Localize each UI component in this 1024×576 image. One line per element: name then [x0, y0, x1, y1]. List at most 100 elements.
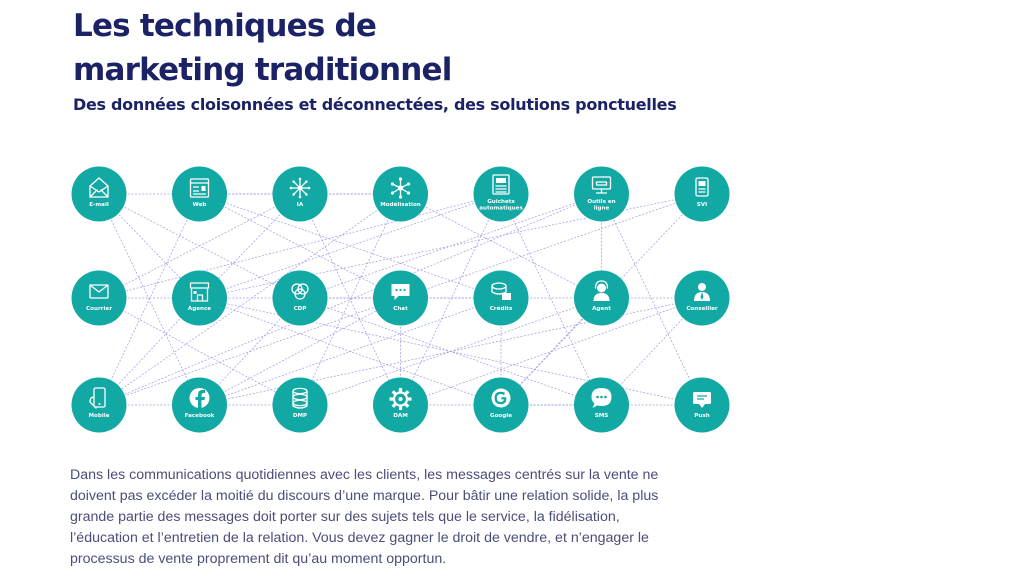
- node-label: Outils en: [587, 199, 615, 205]
- connector-line-outils-push: [601, 193, 703, 406]
- title-line-1: Les techniques de: [73, 8, 377, 44]
- node-label: automatiques: [479, 206, 523, 212]
- node-circle: [574, 166, 629, 222]
- advisor-icon: [694, 283, 710, 301]
- connector-line-guichets-courrier: [98, 193, 502, 299]
- node-label: ligne: [594, 206, 610, 212]
- chat-bubble-icon: [391, 284, 410, 300]
- node-circle: [473, 270, 529, 326]
- atm-icon: [492, 174, 510, 195]
- node-label: Web: [193, 202, 207, 208]
- node-label: Chat: [393, 306, 408, 312]
- web-page-icon: [189, 178, 210, 198]
- node-label: Conseiller: [686, 306, 718, 312]
- connector-line-modelisation-dmp: [299, 193, 401, 406]
- coins-icon: [491, 282, 511, 300]
- node-ia: IA: [272, 166, 328, 222]
- node-web: Web: [172, 166, 227, 222]
- page-subtitle: Des données cloisonnées et déconnectées,…: [73, 95, 677, 114]
- node-modelisation: Modélisation: [373, 166, 428, 222]
- channel-network-diagram: E-mail Web IA Modélisation Guichetsautomatiq…: [71, 166, 730, 433]
- connector-line-courrier-dmp: [98, 297, 301, 406]
- node-sms: SMS: [574, 377, 629, 433]
- node-chat: Chat: [373, 270, 428, 326]
- node-circle: [71, 166, 127, 222]
- node-push: Push: [674, 377, 730, 433]
- node-label: Modélisation: [380, 201, 421, 208]
- network-icon: [390, 177, 411, 199]
- node-circle: [71, 377, 127, 433]
- node-email: E-mail: [71, 166, 127, 222]
- connector-line-ia-courrier: [98, 193, 301, 299]
- speech-bubble-icon: [591, 388, 612, 408]
- storefront-icon: [189, 282, 210, 302]
- facebook-icon: [189, 388, 210, 408]
- body-paragraph: Dans les communications quotidiennes ave…: [70, 467, 659, 567]
- connector-line-modelisation-mobile: [98, 193, 401, 406]
- headset-agent-icon: [593, 280, 610, 301]
- connector-line-outils-mobile: [98, 193, 602, 406]
- node-google: Google: [473, 377, 529, 433]
- node-label: E-mail: [89, 202, 109, 208]
- envelope-icon: [89, 177, 109, 198]
- connector-line-agence-mobile: [98, 297, 200, 406]
- monitor-icon: [591, 176, 612, 194]
- database-icon: [292, 387, 308, 409]
- node-label: SVI: [697, 202, 707, 208]
- phone-icon: [695, 177, 709, 197]
- node-label: DMP: [293, 413, 307, 419]
- connector-line-conseiller-facebook: [199, 297, 703, 406]
- node-label: DAM: [393, 413, 408, 419]
- connector-line-svi-chat: [400, 193, 703, 299]
- node-label: Facebook: [185, 413, 215, 419]
- node-mobile: Mobile: [71, 377, 127, 433]
- connector-line-web-mobile: [98, 193, 200, 406]
- node-label: CDP: [294, 306, 307, 312]
- connector-line-guichets-agence: [199, 193, 502, 299]
- neural-icon: [289, 177, 311, 199]
- connector-line-conseiller-dam: [400, 297, 703, 406]
- connector-line-conseiller-sms: [601, 297, 703, 406]
- node-label: IA: [297, 202, 304, 208]
- node-circle: [373, 270, 428, 326]
- smartphone-icon: [89, 387, 106, 409]
- node-agent: Agent: [574, 270, 629, 326]
- node-label: Agence: [188, 306, 211, 312]
- mail-icon: [89, 284, 109, 299]
- google-icon: [491, 388, 511, 408]
- node-dmp: DMP: [272, 377, 328, 433]
- node-label: Guichets: [487, 199, 515, 205]
- connector-line-guichets-dam: [400, 193, 502, 406]
- connector-line-chat-mobile: [98, 297, 401, 406]
- node-label: SMS: [595, 413, 609, 419]
- connector-line-svi-agence: [199, 193, 703, 299]
- node-label: Mobile: [88, 413, 109, 419]
- channel-nodes: E-mail Web IA Modélisation Guichetsautomatiq…: [71, 166, 730, 433]
- node-cdp: CDP: [272, 270, 328, 326]
- node-courrier: Courrier: [71, 270, 127, 326]
- connector-line-guichets-sms: [500, 193, 602, 406]
- node-label: Crédits: [490, 305, 513, 312]
- connector-line-facebook-chat: [199, 297, 401, 406]
- title-line-2: marketing traditionnel: [73, 52, 452, 88]
- node-label: Courrier: [86, 306, 112, 312]
- push-notification-icon: [693, 392, 711, 408]
- node-agence: Agence: [172, 270, 227, 326]
- node-conseiller: Conseiller: [674, 270, 730, 326]
- node-credits: Crédits: [473, 270, 529, 326]
- node-circle: [272, 270, 328, 326]
- node-circle: [674, 166, 730, 222]
- gear-icon: [389, 388, 412, 410]
- connector-line-web-chat: [199, 193, 401, 299]
- node-facebook: Facebook: [172, 377, 227, 433]
- node-label: Agent: [592, 306, 611, 312]
- venn-icon: [291, 283, 309, 300]
- node-label: Google: [490, 413, 512, 419]
- connector-line-credits-facebook: [199, 297, 502, 406]
- node-dam: DAM: [373, 377, 428, 433]
- node-circle: [172, 270, 227, 326]
- node-label: Push: [694, 413, 709, 419]
- node-svi: SVI: [674, 166, 730, 222]
